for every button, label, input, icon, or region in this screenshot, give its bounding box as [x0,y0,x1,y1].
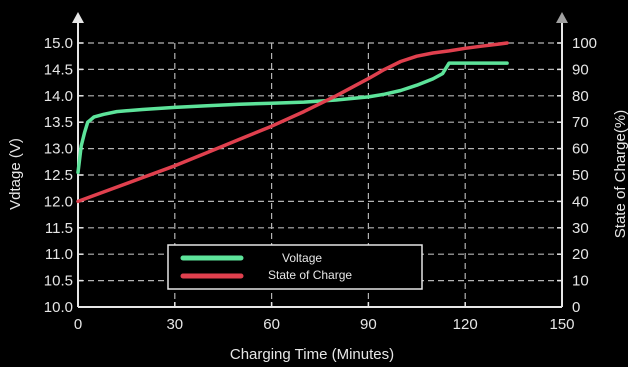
x-tick-label: 90 [360,316,377,333]
x-tick-label: 30 [166,316,183,333]
y-tick-label: 14.0 [44,88,73,105]
y-tick-label: 12.0 [44,193,73,210]
soc-series-line [76,41,509,204]
x-axis-label: Charging Time (Minutes) [230,346,394,363]
legend: Voltage State of Charge [167,244,423,290]
x-tick-label: 60 [263,316,280,333]
y-tick-label: 14.5 [44,61,73,78]
y-tick-label: 13.5 [44,114,73,131]
legend-soc-label: State of Charge [268,268,352,282]
y-tick-label: 10.5 [44,273,73,290]
y2-tick-label: 20 [572,246,589,263]
y2-tick-label: 60 [572,141,589,158]
y-axis-arrow [72,12,84,23]
y-tick-label: 10.0 [44,299,73,316]
y-tick-label: 13.0 [44,141,73,158]
y-tick-label: 15.0 [44,35,73,52]
tick-labels: 10.0 10.5 11.0 11.5 12.0 12.5 13.0 13.5 14.0 14.5… [44,35,597,333]
x-tick-label: 120 [453,316,478,333]
y2-tick-label: 50 [572,167,589,184]
series-lines [76,41,509,204]
y2-tick-label: 30 [572,220,589,237]
y2-tick-label: 0 [572,299,580,316]
x-tick-label: 150 [549,316,574,333]
voltage-series-line [76,61,509,175]
y2-tick-label: 40 [572,193,589,210]
y2-tick-label: 100 [572,35,597,52]
y2-axis-arrow [556,12,568,23]
y-tick-label: 11.0 [45,246,73,263]
y-tick-label: 12.5 [44,167,73,184]
y2-axis-label: State of Charge(%) [612,110,628,238]
legend-voltage-label: Voltage [282,251,322,265]
y2-tick-label: 10 [572,273,589,290]
y2-tick-label: 90 [572,61,589,78]
legend-box [167,244,423,290]
y-axis-label: Vdtage (V) [7,138,24,210]
x-tick-label: 0 [74,316,82,333]
y-tick-label: 11.5 [45,220,73,237]
y2-tick-label: 80 [572,88,589,105]
y2-tick-label: 70 [572,114,589,131]
